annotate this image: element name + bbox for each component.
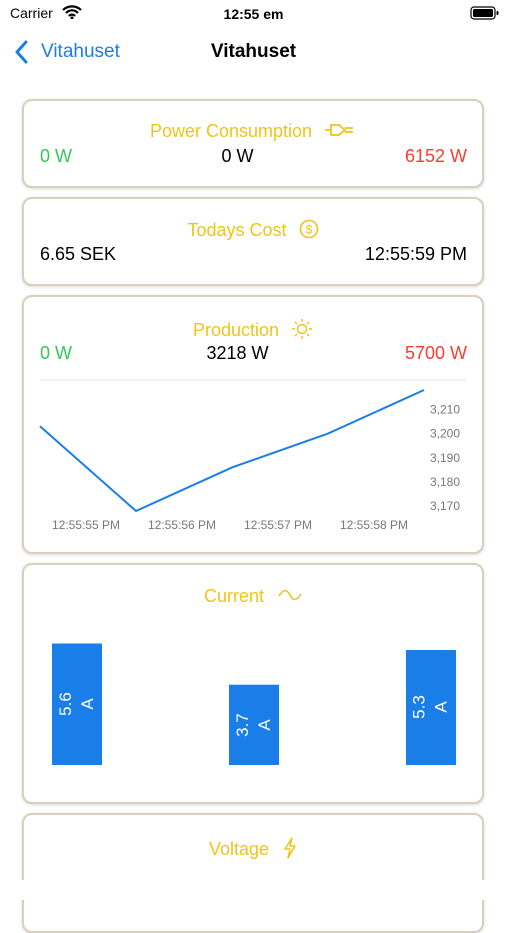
production-current: 3218 W [206, 343, 269, 363]
sun-icon [292, 319, 313, 339]
cost-title: Todays Cost $ [0, 219, 507, 241]
production-title-text: Production [192, 320, 280, 340]
power-max: 6152 W [404, 146, 467, 166]
cost-card[interactable] [22, 197, 484, 286]
production-min: 0 W [40, 343, 73, 363]
nav-title: Vitahuset [210, 41, 297, 62]
power-min: 0 W [40, 146, 73, 166]
carrier: Carrier [10, 5, 53, 21]
bottom-fade [0, 880, 507, 900]
voltage-title-text: Voltage [208, 839, 270, 859]
current-title: Current [0, 586, 507, 607]
cost-time: 12:55:59 PM [364, 244, 467, 264]
power-title: Power Consumption [0, 121, 507, 142]
bar-value-label: 5.6 A [55, 692, 97, 717]
production-title: Production [0, 318, 507, 341]
power-card[interactable] [22, 99, 484, 188]
back-button[interactable]: Vitahuset [41, 41, 120, 62]
current-title-text: Current [203, 586, 264, 606]
dollar-icon: $ [299, 219, 318, 239]
bolt-icon [284, 837, 296, 859]
bar-value-label: 3.7 A [232, 713, 274, 737]
bar-value-label: 5.3 A [409, 695, 451, 720]
screen: Carrier 12:55 em Vitahuset Vitahuset Pow… [0, 5, 507, 933]
power-current: 0 W [221, 146, 254, 166]
clock: 12:55 em [223, 6, 284, 22]
svg-text:$: $ [305, 223, 312, 237]
voltage-card[interactable] [22, 813, 484, 933]
production-max: 5700 W [404, 343, 467, 363]
tilde-icon [278, 589, 302, 601]
cost-amount: 6.65 SEK [40, 244, 117, 264]
voltage-title: Voltage [0, 837, 507, 860]
plug-icon [325, 124, 354, 136]
wifi-icon [62, 5, 82, 19]
back-chevron[interactable] [14, 40, 30, 64]
power-title-text: Power Consumption [149, 121, 313, 141]
cost-title-text: Todays Cost [187, 220, 287, 240]
battery-icon [470, 6, 499, 20]
